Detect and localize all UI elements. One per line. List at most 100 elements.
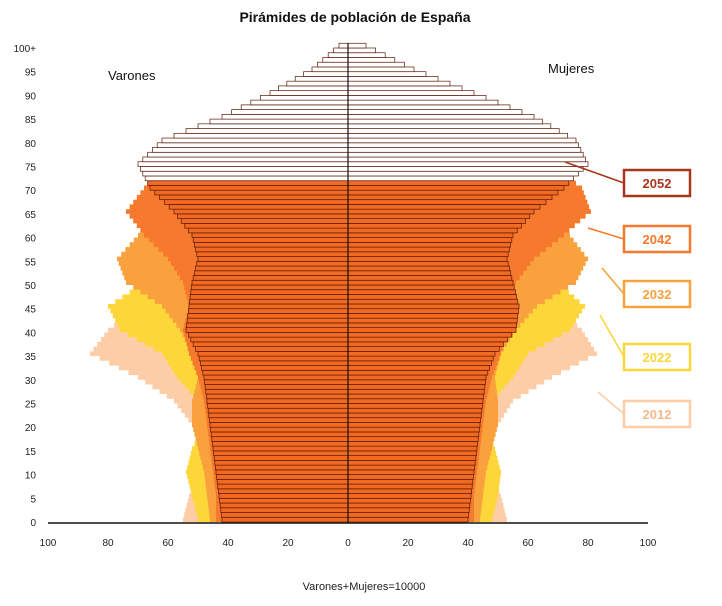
series-2052-men-bar: [210, 431, 349, 438]
series-2052-women-bar: [347, 497, 471, 504]
y-tick-label: 30: [25, 376, 37, 387]
legend-connector: [587, 227, 625, 240]
series-2052-women-bar: [347, 47, 376, 54]
series-2052-women-bar: [347, 365, 490, 371]
legend-label-2022: 2022: [643, 350, 672, 365]
series-2052-men-bar: [152, 147, 349, 153]
legend-connector: [601, 267, 625, 295]
y-tick-label: 55: [25, 257, 37, 268]
series-2052-men-bar: [216, 478, 349, 485]
series-2052-women-bar: [347, 241, 511, 248]
series-2052-men-bar: [188, 227, 349, 234]
series-2052-women-bar: [347, 189, 559, 196]
series-2052-women-bar: [347, 355, 494, 362]
series-2052-men-bar: [303, 71, 349, 77]
y-tick-label: 10: [25, 471, 37, 482]
series-2052-men-bar: [168, 204, 349, 210]
series-2052-men-bar: [212, 445, 349, 452]
series-2052-women-bar: [347, 185, 565, 191]
legend-connector: [597, 391, 625, 415]
series-2052-women-bar: [347, 455, 477, 461]
series-2052-women-bar: [347, 502, 471, 509]
series-2052-women-bar: [347, 66, 415, 73]
series-2052-women-bar: [347, 42, 367, 49]
series-2052-women-bar: [347, 61, 405, 68]
series-2052-men-bar: [210, 426, 349, 433]
series-2052-men-bar: [195, 346, 349, 352]
series-2052-men-bar: [333, 47, 349, 54]
series-2052-women-bar: [347, 403, 483, 409]
series-2052-women-bar: [347, 460, 476, 466]
series-2052-men-bar: [206, 393, 349, 400]
series-2052-women-bar: [347, 128, 560, 134]
series-2052-men-bar: [221, 516, 349, 523]
series-2052-men-bar: [220, 507, 349, 513]
y-tick-label: 15: [25, 447, 37, 458]
series-2052-women-bar: [347, 256, 508, 262]
x-tick-label: 60: [522, 538, 534, 549]
left-side-label: Varones: [108, 68, 156, 83]
series-2052-women-bar: [347, 213, 531, 219]
y-tick-label: 25: [25, 400, 37, 411]
series-2052-men-bar: [269, 90, 349, 96]
series-2052-women-bar: [347, 308, 519, 314]
series-2052-women-bar: [347, 516, 469, 523]
series-2052-women-bar: [347, 90, 475, 96]
series-2052-women-bar: [347, 384, 486, 390]
legend-label-2032: 2032: [643, 287, 672, 302]
series-2052-men-bar: [221, 512, 349, 518]
y-tick-label: 80: [25, 139, 37, 150]
series-2052-women-bar: [347, 379, 486, 385]
series-2052-men-bar: [286, 80, 349, 87]
series-2052-women-bar: [347, 147, 582, 153]
series-2052-women-bar: [347, 493, 472, 499]
series-2052-men-bar: [231, 109, 349, 115]
series-2052-men-bar: [180, 218, 349, 224]
series-2052-men-bar: [216, 474, 349, 480]
series-2052-men-bar: [317, 61, 349, 68]
legend-connector: [599, 314, 625, 358]
series-2052-men-bar: [142, 170, 349, 177]
series-2052-women-bar: [347, 199, 547, 205]
series-2052-women-bar: [347, 76, 439, 82]
series-2052-men-bar: [294, 76, 349, 82]
series-2052-men-bar: [198, 355, 349, 362]
series-2052-women-bar: [347, 104, 511, 110]
series-2052-women-bar: [347, 450, 477, 456]
series-2052-women-bar: [347, 351, 496, 357]
series-2052-men-bar: [218, 493, 349, 499]
series-2052-men-bar: [191, 284, 349, 291]
x-tick-label: 0: [345, 538, 351, 549]
x-tick-label: 80: [102, 538, 114, 549]
series-2052-women-bar: [347, 441, 478, 447]
y-tick-label: 5: [30, 494, 36, 505]
series-2052-men-bar: [214, 460, 349, 466]
series-2052-women-bar: [347, 512, 469, 518]
legend-box-2022: [622, 342, 692, 372]
series-2052-women-bar: [347, 412, 482, 419]
series-2052-women-bar: [347, 194, 553, 201]
series-2052-men-bar: [140, 166, 349, 172]
series-2052-women-bar: [347, 303, 520, 310]
x-tick-label: 20: [282, 538, 294, 549]
x-tick-label: 40: [462, 538, 474, 549]
series-2052-women-bar: [347, 142, 579, 148]
legend-box-2052: [622, 168, 692, 198]
x-tick-label: 60: [162, 538, 174, 549]
series-2052-men-bar: [209, 118, 349, 125]
legend-connector: [564, 161, 625, 184]
axes: 100 80 60 40 20 0 20 40 60 80 100 0 5 10 15 20 25 30 35 40 4…: [13, 43, 657, 549]
series-2052-men-bar: [191, 279, 349, 286]
series-2052-women-bar: [347, 109, 523, 115]
y-tick-label: 35: [25, 352, 37, 363]
series-2052-men-bar: [197, 256, 349, 262]
series-2052-men-bar: [260, 95, 349, 101]
series-2052-men-bar: [188, 332, 349, 338]
series-2052-men-bar: [177, 213, 349, 219]
series-2052-men-bar: [154, 189, 349, 196]
series-2052-women-bar: [347, 298, 519, 305]
series-2052-men-bar: [156, 142, 349, 148]
series-2052-women-bar: [347, 393, 484, 400]
series-2052-men-bar: [137, 161, 349, 167]
series-2052-men-bar: [278, 85, 349, 92]
